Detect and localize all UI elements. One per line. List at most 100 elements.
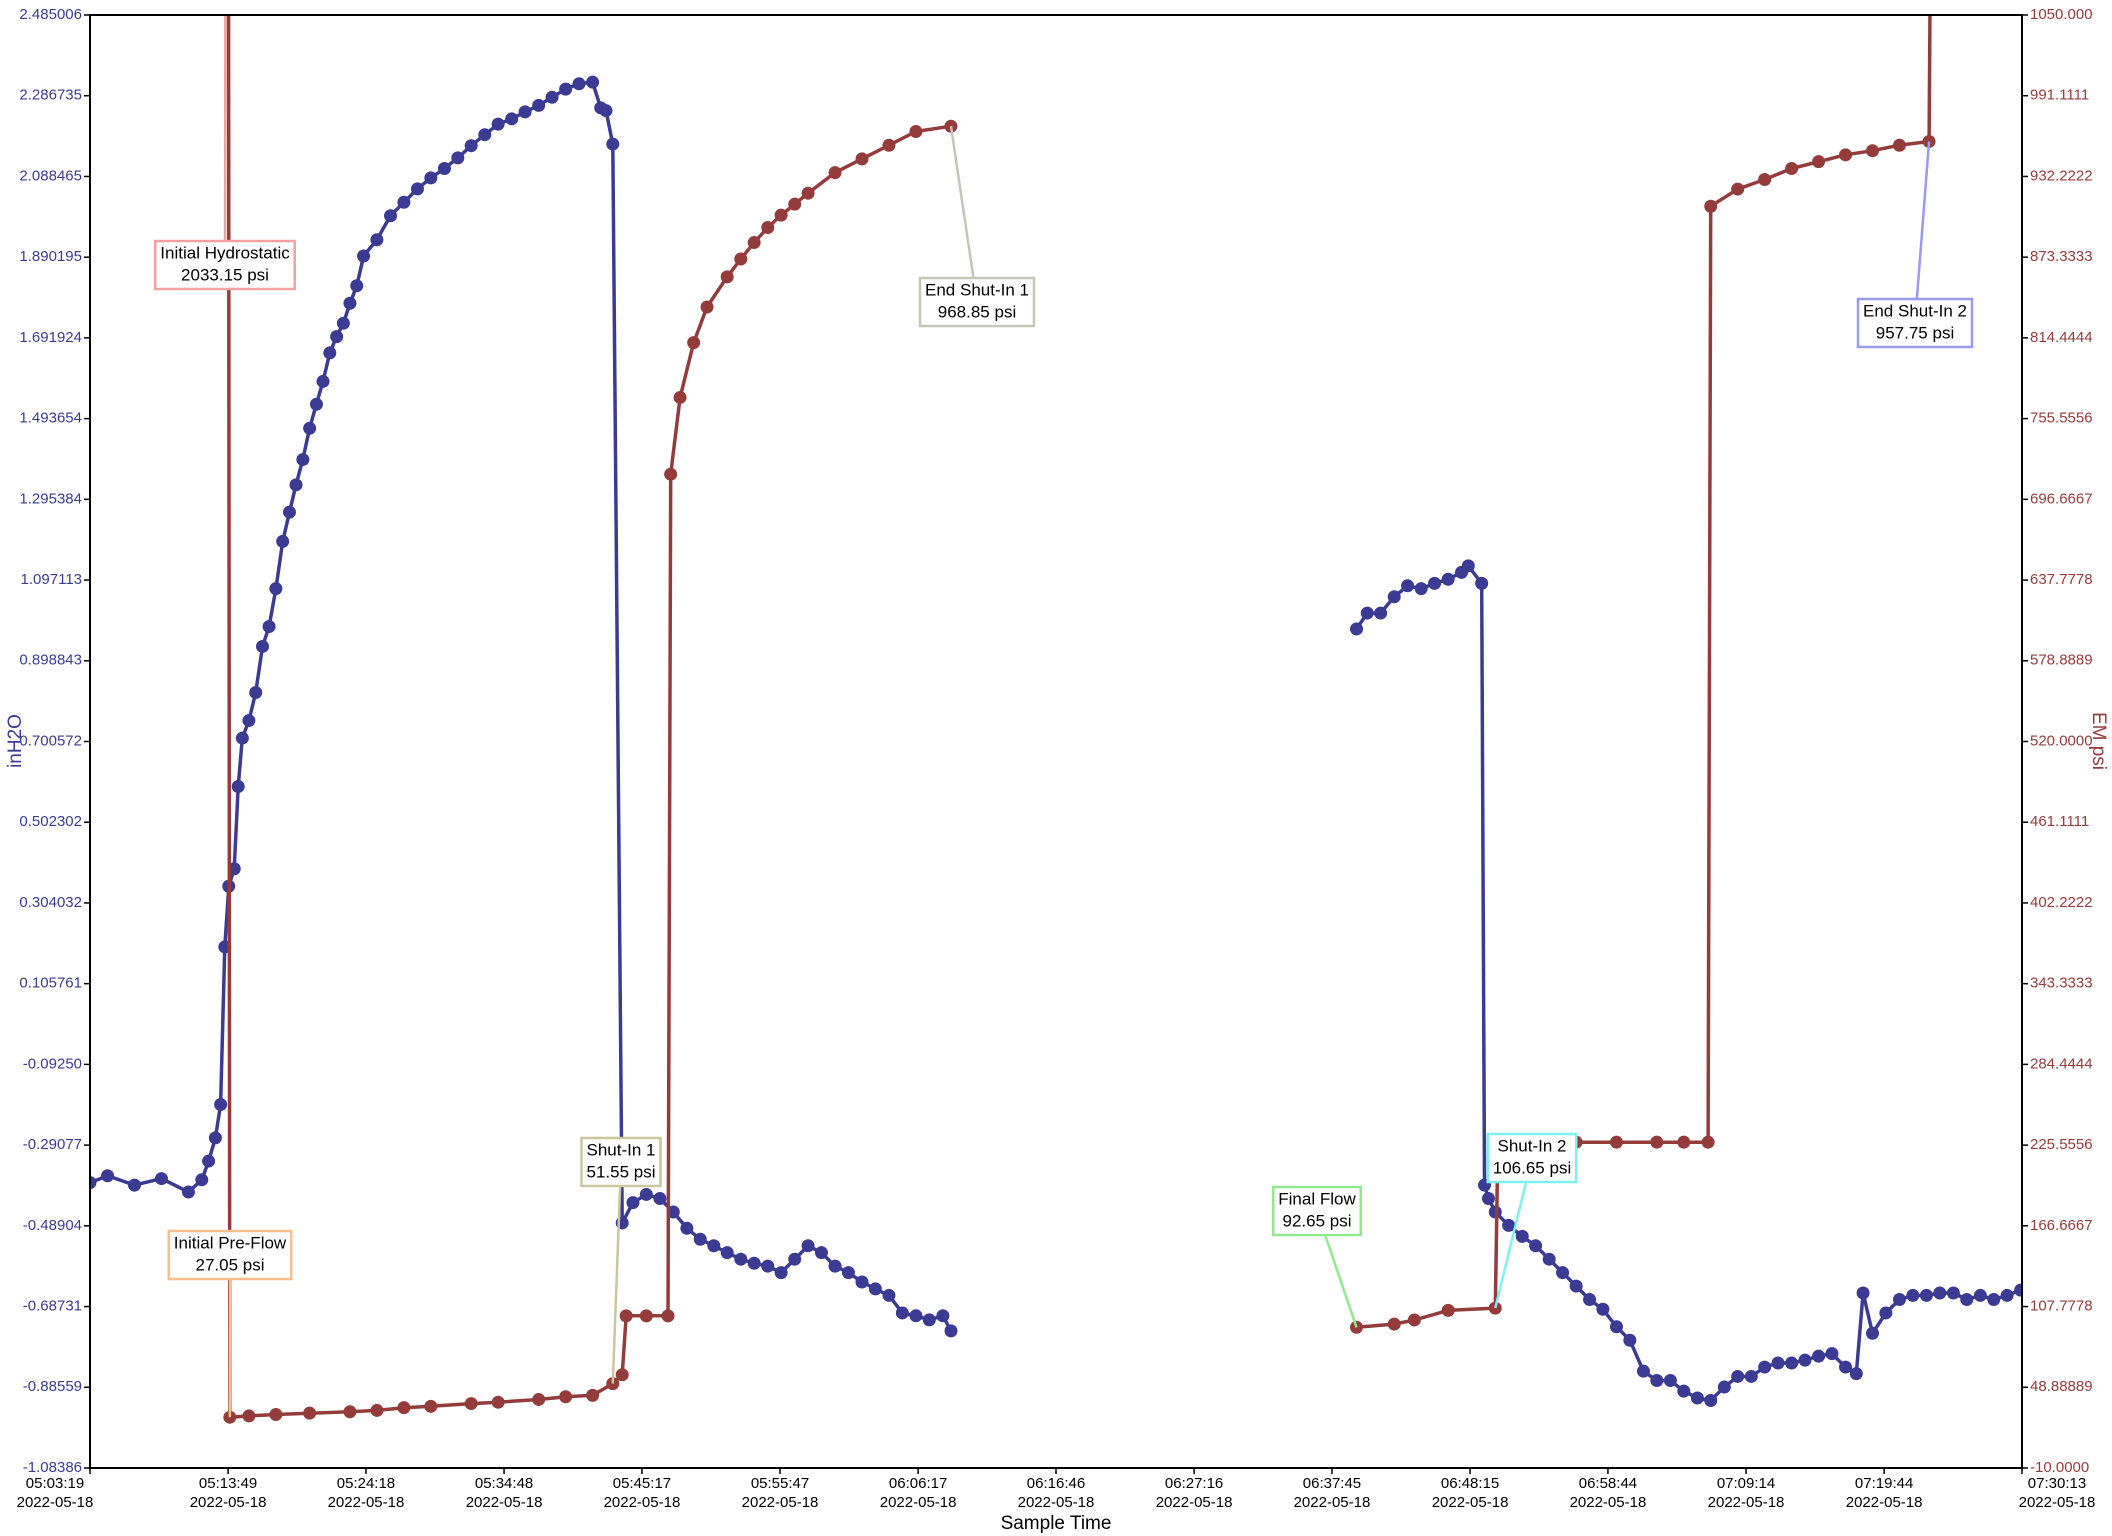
annotation-box xyxy=(918,276,1036,328)
data-point xyxy=(661,1309,675,1323)
data-point xyxy=(619,1309,633,1323)
x-tick-label: 2022-05-18 xyxy=(1570,1494,1647,1511)
data-point xyxy=(814,1246,828,1260)
data-point xyxy=(1461,559,1475,573)
data-point xyxy=(1556,1266,1570,1280)
data-point xyxy=(276,534,290,548)
data-point xyxy=(1812,1349,1826,1363)
data-point xyxy=(1771,1356,1785,1370)
data-point xyxy=(855,1275,869,1289)
x-tick-label: 2022-05-18 xyxy=(1156,1494,1233,1511)
data-point xyxy=(1758,172,1772,186)
data-point xyxy=(1704,1393,1718,1407)
x-tick-label: 2022-05-18 xyxy=(742,1494,819,1511)
data-point xyxy=(1892,1293,1906,1307)
annotation: Final Flow 92.65 psi xyxy=(1272,1185,1362,1237)
data-point xyxy=(1542,1252,1556,1266)
data-point xyxy=(1879,1306,1893,1320)
data-point xyxy=(451,151,465,165)
data-point xyxy=(774,208,788,222)
data-point xyxy=(882,1288,896,1302)
data-point xyxy=(269,1408,283,1422)
y-tick-label: 0.304032 xyxy=(19,894,82,911)
data-point xyxy=(1677,1384,1691,1398)
x-tick-label: 05:24:18 xyxy=(337,1475,395,1492)
y2-tick-label: 48.88889 xyxy=(2030,1378,2093,1395)
data-point xyxy=(774,1266,788,1280)
data-point xyxy=(330,330,344,344)
annotation-value: 51.55 psi xyxy=(587,1162,656,1181)
data-point xyxy=(1569,1279,1583,1293)
y-tick-label: -1.08386 xyxy=(23,1459,82,1476)
y2-tick-label: 696.6667 xyxy=(2030,490,2093,507)
data-point xyxy=(249,685,263,699)
overlay: Initial Hydrostatic 2033.15 psi Initial Pr… xyxy=(154,239,1974,1281)
y2-tick-label: 814.4444 xyxy=(2030,329,2093,346)
data-point xyxy=(101,1169,115,1183)
data-point xyxy=(1919,1288,1933,1302)
data-point xyxy=(1650,1374,1664,1388)
data-point xyxy=(559,1390,573,1404)
y-tick-label: 0.105761 xyxy=(19,975,82,992)
data-point xyxy=(1812,155,1826,169)
data-point xyxy=(242,1409,256,1423)
data-point xyxy=(1502,1218,1516,1232)
data-point xyxy=(828,166,842,180)
data-point xyxy=(1731,1369,1745,1383)
data-point xyxy=(559,82,573,96)
annotation-box xyxy=(167,1229,293,1281)
data-point xyxy=(343,1405,357,1419)
data-point xyxy=(208,1131,222,1145)
y2-tick-label: 578.8889 xyxy=(2030,652,2093,669)
data-point xyxy=(761,1259,775,1273)
annotation: Shut-In 2 106.65 psi xyxy=(1486,1132,1578,1184)
data-point xyxy=(788,1252,802,1266)
y2-tick-label: 991.1111 xyxy=(2030,87,2089,104)
data-point xyxy=(1785,162,1799,176)
data-point xyxy=(747,236,761,250)
annotation-value: 27.05 psi xyxy=(196,1255,265,1274)
y2-tick-label: 166.6667 xyxy=(2030,1217,2093,1234)
data-point xyxy=(2000,1288,2014,1302)
data-point xyxy=(1428,576,1442,590)
data-point xyxy=(1374,606,1388,620)
x-tick-label: 06:58:44 xyxy=(1579,1475,1637,1492)
data-point xyxy=(384,209,398,223)
annotation-title: End Shut-In 1 xyxy=(925,280,1029,299)
data-point xyxy=(828,1259,842,1273)
data-point xyxy=(90,1176,97,1190)
data-point xyxy=(1350,622,1364,636)
data-point xyxy=(653,1192,667,1206)
x-tick-label: 05:13:49 xyxy=(199,1475,257,1492)
x-tick-label: 05:55:47 xyxy=(751,1475,809,1492)
x-tick-label: 2022-05-18 xyxy=(1294,1494,1371,1511)
annotation: Initial Hydrostatic 2033.15 psi xyxy=(154,239,296,291)
data-point xyxy=(1407,1313,1421,1327)
data-point xyxy=(296,453,310,467)
data-point xyxy=(1717,1380,1731,1394)
data-point xyxy=(909,1309,923,1323)
data-point xyxy=(599,104,613,118)
data-point xyxy=(181,1185,195,1199)
data-point xyxy=(242,714,256,728)
x-tick-label: 06:16:46 xyxy=(1027,1475,1085,1492)
x-tick-label: 06:48:15 xyxy=(1441,1475,1499,1492)
y-tick-label: 2.286735 xyxy=(19,87,82,104)
x-tick-label: 07:09:14 xyxy=(1717,1475,1775,1492)
x-tick-label: 2022-05-18 xyxy=(1846,1494,1923,1511)
data-point xyxy=(1825,1347,1839,1361)
data-point xyxy=(1360,606,1374,620)
data-point xyxy=(397,195,411,209)
annotation-box xyxy=(1856,297,1974,349)
data-point xyxy=(615,1368,629,1382)
data-point xyxy=(693,1232,707,1246)
data-point xyxy=(195,1173,209,1187)
data-point xyxy=(1946,1286,1960,1300)
x-tick-label: 2022-05-18 xyxy=(880,1494,957,1511)
annotation: End Shut-In 1 968.85 psi xyxy=(918,276,1036,328)
x-tick-label: 06:37:45 xyxy=(1303,1475,1361,1492)
plot-area xyxy=(90,15,2022,1424)
y-tick-label: 0.898843 xyxy=(19,652,82,669)
data-point xyxy=(895,1306,909,1320)
